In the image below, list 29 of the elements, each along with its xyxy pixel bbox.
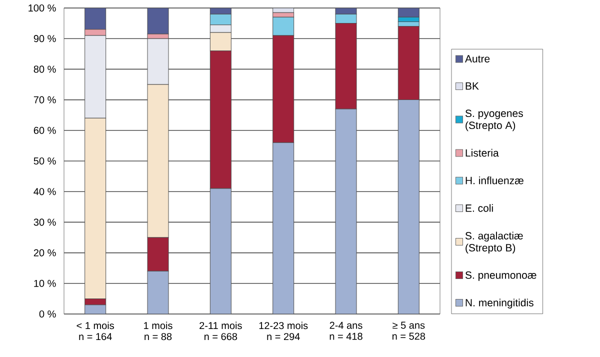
x-tick-label: < 1 mois n = 164 bbox=[76, 322, 114, 340]
y-tick-label: 0 % bbox=[39, 310, 56, 318]
bar bbox=[398, 8, 420, 18]
x-tick-label: 2-11 mois n = 668 bbox=[200, 322, 242, 340]
x-tick-label: 2-4 ans n = 418 bbox=[330, 322, 362, 340]
y-tick-label: 20 % bbox=[34, 249, 56, 256]
x-tick-label: 1 mois n = 88 bbox=[144, 322, 172, 340]
legend-label: BK bbox=[466, 82, 479, 90]
bar bbox=[147, 8, 169, 34]
legend-label: Autre bbox=[464, 55, 490, 62]
y-tick-label: 100 % bbox=[28, 4, 56, 12]
legend-label: E. coli bbox=[466, 204, 493, 212]
y-tick-label: 10 % bbox=[34, 280, 56, 287]
y-tick-label: 60 % bbox=[34, 126, 56, 134]
y-tick-label: 70 % bbox=[34, 96, 56, 104]
x-tick-label: 12-23 mois n = 294 bbox=[259, 322, 308, 340]
legend-label: N. meningitidis bbox=[466, 298, 534, 308]
y-tick-label: 50 % bbox=[34, 157, 56, 165]
bar bbox=[84, 8, 106, 30]
legend-label: H. influenzæ bbox=[466, 176, 524, 184]
legend-label: S. pneumonoæ bbox=[465, 271, 536, 281]
y-tick-label: 30 % bbox=[34, 218, 56, 226]
legend-label: S. agalactiæ (Strepto B) bbox=[465, 232, 523, 254]
y-tick-label: 40 % bbox=[34, 188, 56, 196]
y-tick-label: 80 % bbox=[34, 66, 56, 73]
x-tick-label: ≥ 5 ans n = 528 bbox=[392, 322, 426, 340]
legend-label: S. pyogenes (Strepto A) bbox=[465, 110, 523, 132]
legend-label: Listeria bbox=[466, 148, 499, 157]
y-tick-label: 90 % bbox=[34, 35, 56, 42]
